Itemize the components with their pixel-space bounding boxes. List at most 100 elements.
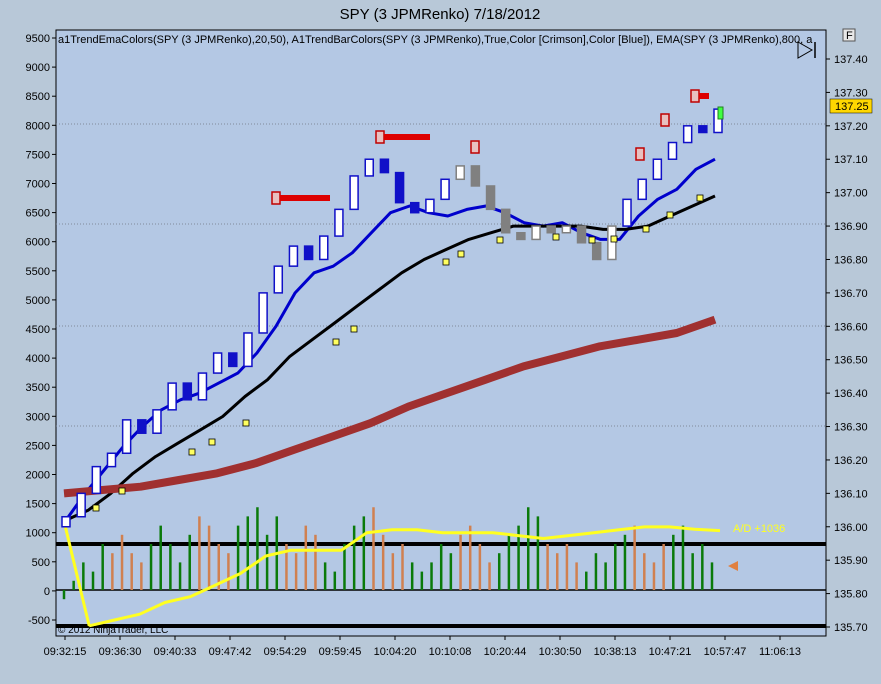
x-tick-label: 11:06:13 [759,646,801,658]
renko-brick [137,419,147,434]
left-tick-label: 2500 [26,440,50,452]
signal-flag [280,195,330,201]
left-tick-label: 3000 [26,411,50,423]
ema-dot [457,250,465,258]
right-tick-label: 135.70 [834,622,868,634]
ema-dot [118,487,126,495]
last-price-text: 137.25 [835,101,869,113]
left-tick-label: 8500 [26,91,50,103]
signal-marker [271,191,281,205]
renko-brick [485,185,496,211]
renko-brick [258,292,268,334]
right-tick-label: 136.00 [834,522,868,534]
series-line [63,315,717,498]
renko-brick [698,125,708,134]
signal-flag [699,93,709,99]
x-tick-label: 09:47:42 [209,646,252,658]
left-tick-label: 1000 [26,528,50,540]
x-tick-label: 10:38:13 [594,646,637,658]
right-tick-label: 136.40 [834,388,868,400]
right-tick-label: 135.90 [834,555,868,567]
left-tick-label: -500 [28,615,50,627]
left-tick-label: 2000 [26,470,50,482]
signal-marker [375,130,385,144]
x-tick-label: 09:54:29 [264,646,307,658]
renko-brick [364,158,375,177]
right-tick-label: 135.80 [834,589,868,601]
renko-brick [440,178,450,201]
left-axis: 9500900085008000750070006500600055005000… [26,33,56,627]
ema-dot [92,504,100,512]
renko-brick [394,171,405,204]
signal-marker [470,140,480,154]
gridlines [56,123,826,427]
panel-button[interactable] [842,28,856,42]
renko-brick [500,208,511,234]
x-tick-label: 09:36:30 [99,646,142,658]
renko-brick [167,382,177,411]
renko-brick [425,198,435,214]
x-tick-label: 10:30:50 [539,646,582,658]
copyright: © 2012 NinjaTrader, LLC [58,625,168,636]
renko-brick [91,465,102,495]
renko-brick [470,165,481,187]
left-tick-label: 500 [32,557,50,569]
x-axis: 09:32:15 09:36:30 09:40:33 09:47:42 09:54:29… [44,636,801,658]
scroll-end-button[interactable] [797,41,816,59]
renko-brick [349,175,359,211]
renko-brick [319,235,329,261]
chart-title: SPY (3 JPMRenko) 7/18/2012 [340,6,541,23]
left-tick-label: 7000 [26,179,50,191]
right-tick-label: 136.90 [834,221,868,233]
ema-dot [552,233,560,241]
ad-histogram [62,507,714,600]
right-tick-label: 136.60 [834,321,868,333]
right-tick-label: 137.10 [834,154,868,166]
renko-brick [273,265,284,294]
left-tick-label: 5000 [26,295,50,307]
renko-brick [516,231,526,241]
renko-brick [288,245,299,267]
current-brick [717,106,724,120]
renko-brick [607,225,617,261]
renko-brick [682,125,693,144]
indicator-label: a1TrendEmaColors(SPY (3 JPMRenko),20,50)… [58,34,813,46]
renko-brick [546,225,556,234]
signal-markers [92,89,724,512]
renko-brick [228,352,238,368]
renko-brick [212,352,223,374]
renko-brick [243,332,253,368]
ema-dot [242,419,250,427]
left-tick-label: 3500 [26,382,50,394]
left-tick-label: 8000 [26,120,50,132]
renko-brick [182,382,193,401]
ema-dot [588,236,596,244]
renko-brick [379,158,390,174]
series-line [62,520,721,628]
left-tick-label: 9500 [26,33,50,45]
renko-brick [152,409,162,434]
x-tick-label: 10:10:08 [429,646,472,658]
right-tick-label: 137.40 [834,54,868,66]
renko-brick [61,515,71,528]
left-tick-label: 7500 [26,149,50,161]
ema-dot [442,258,450,266]
plot-area [55,29,827,637]
renko-brick [591,242,602,261]
renko-brick [652,158,663,181]
renko-brick [622,198,632,227]
left-tick-label: 6500 [26,208,50,220]
renko-brick [76,492,86,518]
renko-brick [409,201,420,214]
x-tick-label: 09:40:33 [154,646,197,658]
ema-dot [696,194,704,202]
renko-brick [576,225,587,244]
renko-brick [106,452,117,468]
right-tick-label: 136.80 [834,254,868,266]
ema-dot [496,236,504,244]
renko-brick [303,245,314,261]
series-line [65,194,716,522]
ema-dot [332,338,340,346]
right-tick-label: 136.30 [834,422,868,434]
